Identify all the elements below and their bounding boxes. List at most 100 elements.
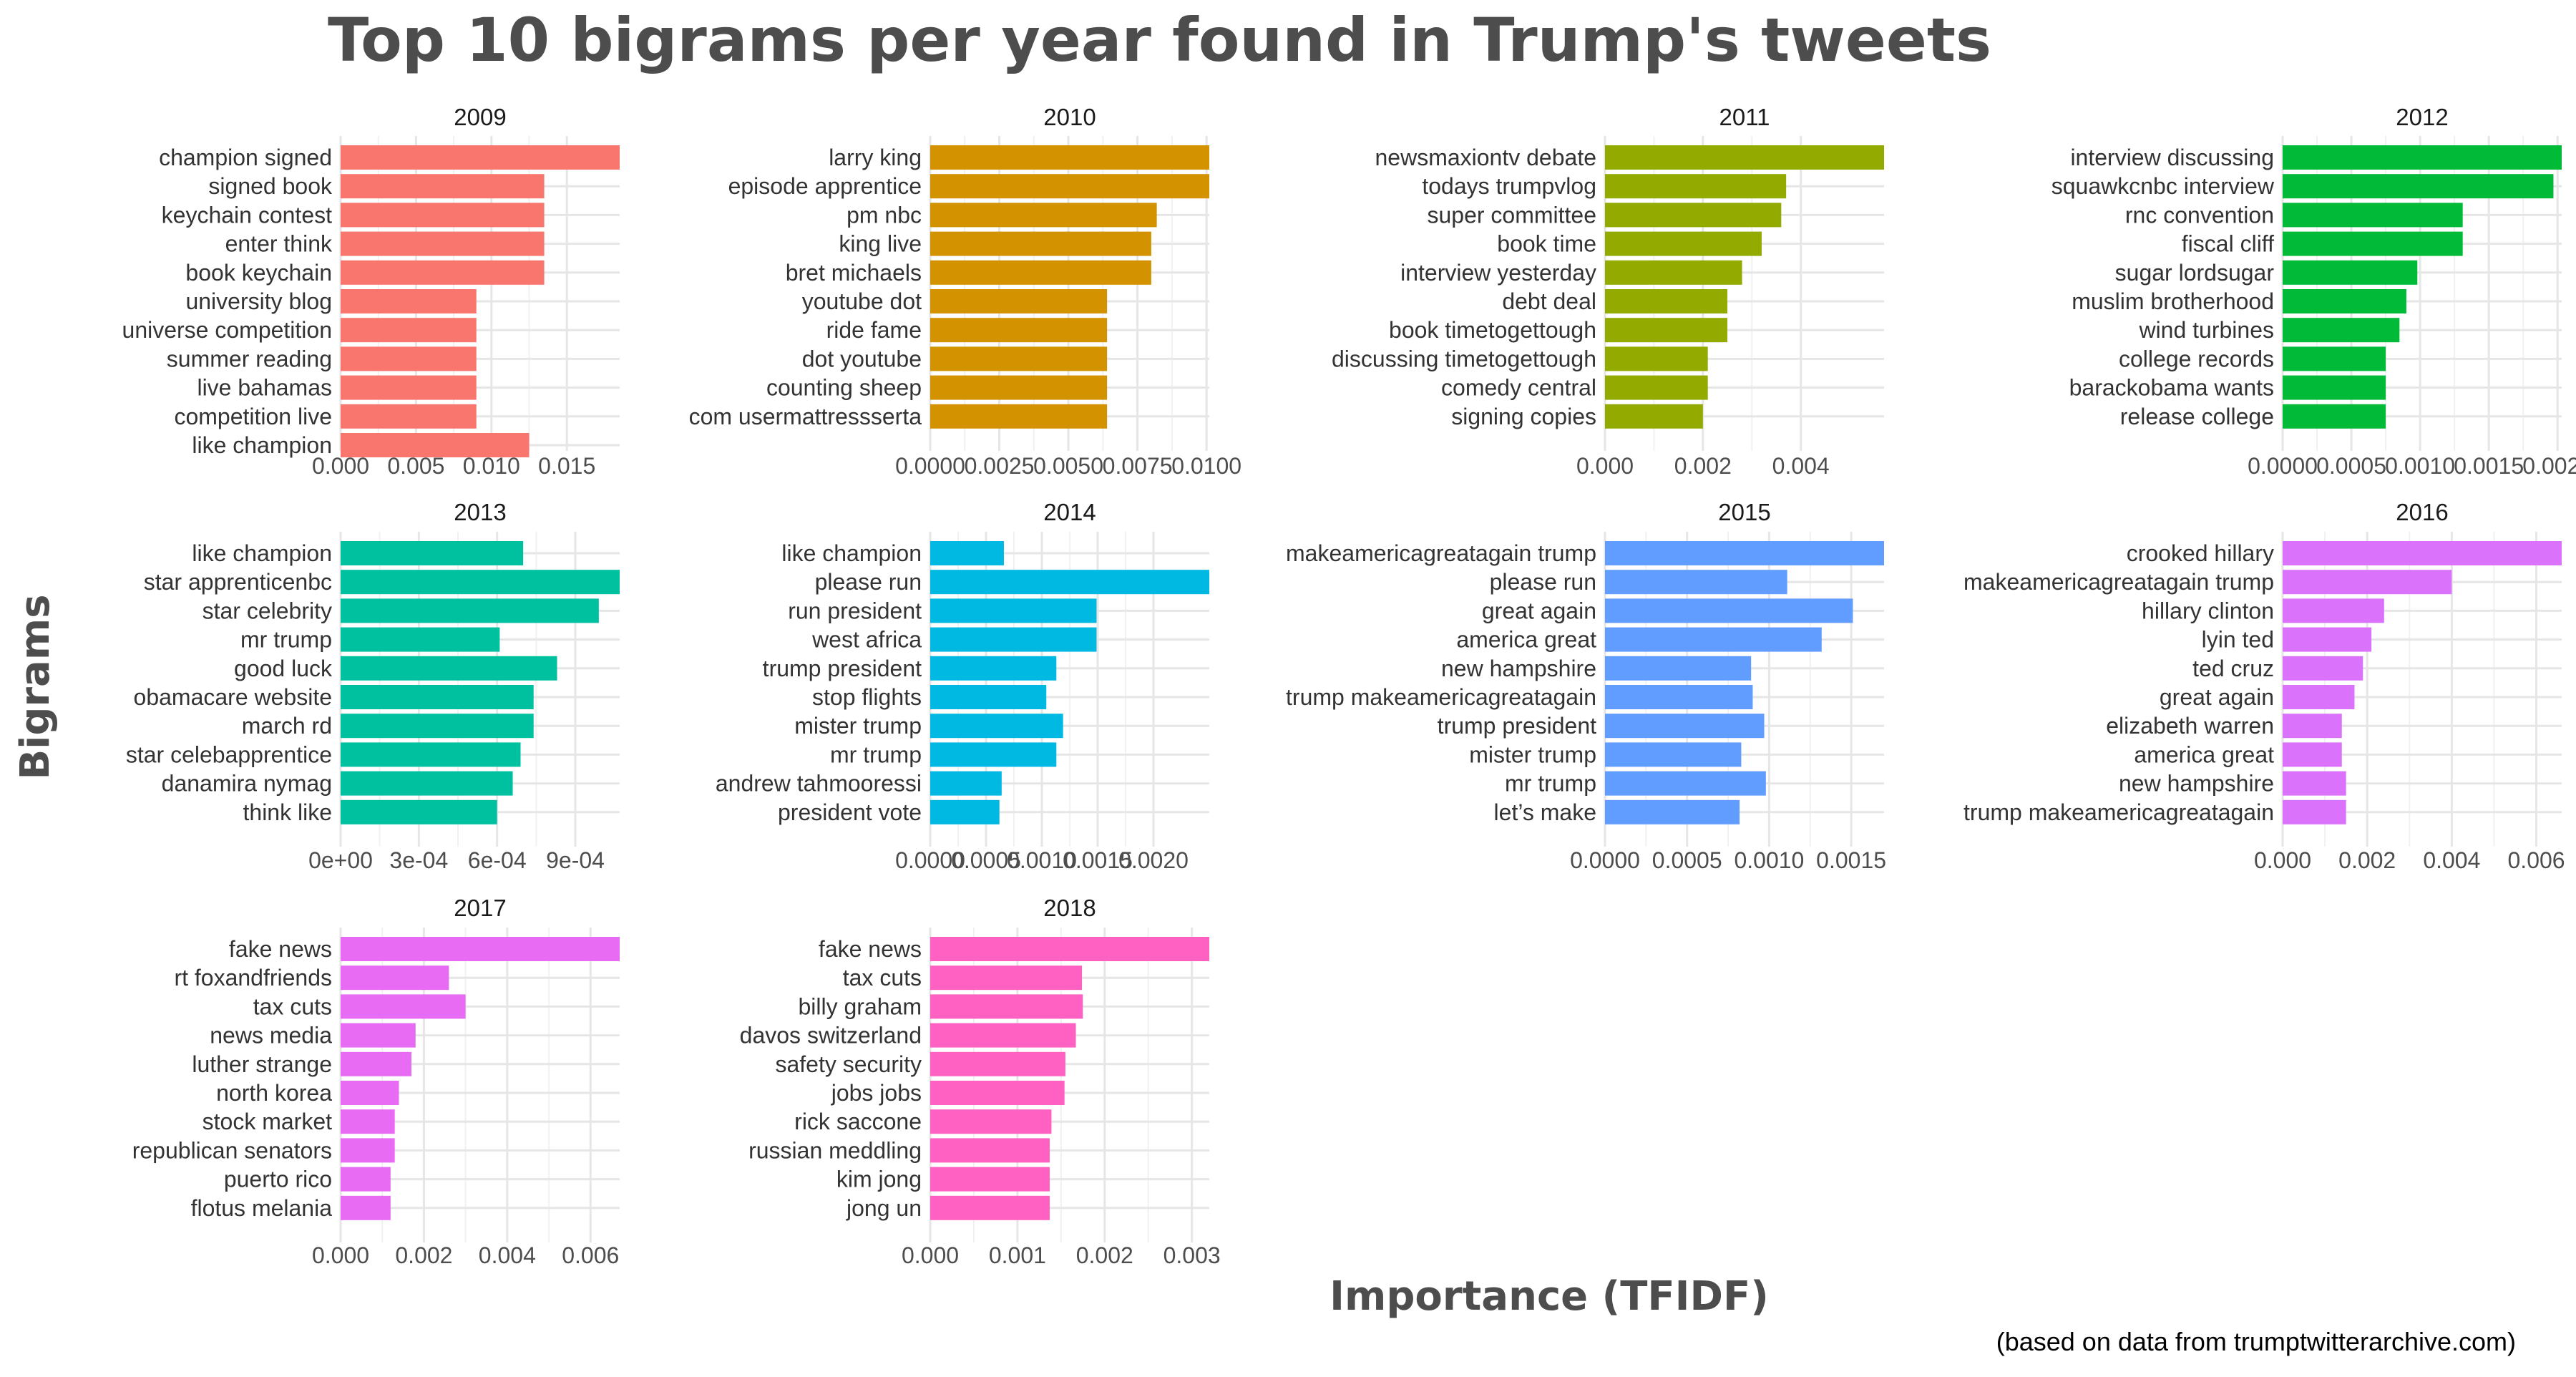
category-label: hillary clinton [2142,598,2274,623]
category-label: tax cuts [843,965,922,991]
bar-fake-news [930,937,1209,961]
bar-squawkcnbc-interview [2283,174,2554,199]
bar-trump-president [930,656,1057,681]
category-label: stock market [203,1109,332,1134]
bar-fiscal-cliff [2283,231,2463,256]
category-label: luther strange [192,1051,332,1077]
bar-kim-jong [930,1167,1050,1192]
bar-universe-competition [341,318,477,343]
panel-title: 2011 [1719,104,1770,130]
x-tick-label: 0.0020 [1118,847,1189,873]
category-label: run president [788,598,922,623]
bar-hillary-clinton [2283,598,2384,623]
x-tick-label: 3e-04 [389,847,448,873]
category-label: rt foxandfriends [174,965,332,991]
panel-2009: 2009 champion signed signed book keychain c… [122,104,620,479]
bar-think-like [341,799,497,824]
category-label: flotus melania [191,1195,333,1221]
x-tick-label: 0.005 [387,453,444,479]
category-label: billy graham [798,993,922,1019]
bar-jobs-jobs [930,1081,1065,1105]
bar-comedy-central [1605,375,1708,400]
bar-rnc-convention [2283,203,2463,228]
x-tick-label: 0.0015 [2454,453,2524,479]
bar-please-run [1605,570,1787,595]
x-tick-label: 0.004 [1772,453,1830,479]
category-label: president vote [778,799,922,825]
category-label: march rd [242,713,332,739]
bar-makeamericagreatagain-trump [1605,541,1884,565]
panel-title: 2016 [2396,499,2448,525]
bar-tax-cuts [341,994,466,1019]
category-label: jobs jobs [831,1080,922,1106]
x-tick-label: 0.006 [562,1242,619,1268]
bar-star-celebapprentice [341,742,521,767]
y-axis-title: Bigrams [12,594,59,779]
x-tick-label: 0.002 [1674,453,1732,479]
x-tick-label: 0.000 [312,1242,369,1268]
bar-barackobama-wants [2283,375,2386,400]
bar-star-apprenticenbc [341,570,620,595]
panel-2015: 2015 makeamericagreatagain trump please ru… [1286,499,1886,873]
x-tick-label: 0.0075 [1103,453,1173,479]
bar-episode-apprentice [930,174,1209,199]
category-label: trump president [1438,713,1596,739]
bar-rt-foxandfriends [341,965,449,991]
category-label: newsmaxiontv debate [1375,145,1596,170]
bar-new-hampshire [1605,656,1752,681]
bar-king-live [930,231,1151,256]
category-label: star apprenticenbc [144,569,332,595]
category-label: fiscal cliff [2182,231,2274,257]
x-tick-label: 0.0000 [2248,453,2318,479]
bar-west-africa [930,627,1097,652]
bar-davos-switzerland [930,1023,1076,1048]
category-label: trump makeamericagreatagain [1286,684,1596,710]
bar-mr-trump [1605,771,1766,796]
panel-2012: 2012 interview discussing squawkcnbc inter… [2051,104,2576,479]
bar-trump-makeamericagreatagain [1605,685,1753,709]
category-label: tax cuts [253,993,332,1019]
category-label: think like [243,799,333,825]
panel-title: 2013 [454,499,506,525]
chart-title: Top 10 bigrams per year found in Trump's… [328,5,1991,75]
bar-republican-senators [341,1138,395,1163]
x-tick-label: 0.0010 [1734,847,1804,873]
bar-puerto-rico [341,1167,391,1192]
category-label: mister trump [794,713,922,739]
category-label: sugar lordsugar [2115,260,2275,286]
category-label: com usermattressserta [689,404,922,429]
category-label: andrew tahmooressi [716,771,922,797]
category-label: davos switzerland [740,1023,922,1048]
category-label: interview discussing [2070,145,2274,170]
category-label: comedy central [1441,375,1596,401]
bar-america-great [2283,742,2342,767]
x-tick-label: 0.0015 [1063,847,1133,873]
bar-counting-sheep [930,375,1108,400]
bar-great-again [1605,598,1853,623]
bar-dot-youtube [930,346,1108,371]
x-tick-label: 0.000 [312,453,369,479]
bar-flotus-melania [341,1195,391,1220]
category-label: puerto rico [224,1167,332,1192]
category-label: signing copies [1451,404,1596,429]
category-label: ted cruz [2192,656,2274,681]
x-tick-label: 0.010 [463,453,520,479]
x-axis-title: Importance (TFIDF) [1330,1273,1769,1320]
category-label: release college [2120,404,2274,429]
panel-2014: 2014 like champion please run run president… [716,499,1209,873]
bar-live-bahamas [341,375,477,400]
bar-president-vote [930,799,1000,824]
category-label: barackobama wants [2069,375,2274,401]
bar-rick-saccone [930,1109,1052,1134]
x-tick-label: 0.000 [1576,453,1634,479]
category-label: new hampshire [1441,656,1596,681]
category-label: great again [2160,684,2274,710]
bar-america-great [1605,627,1822,652]
x-tick-label: 6e-04 [468,847,527,873]
bar-star-celebrity [341,598,599,623]
bar-muslim-brotherhood [2283,289,2406,313]
bar-luther-strange [341,1051,411,1076]
category-label: dot youtube [802,346,922,371]
